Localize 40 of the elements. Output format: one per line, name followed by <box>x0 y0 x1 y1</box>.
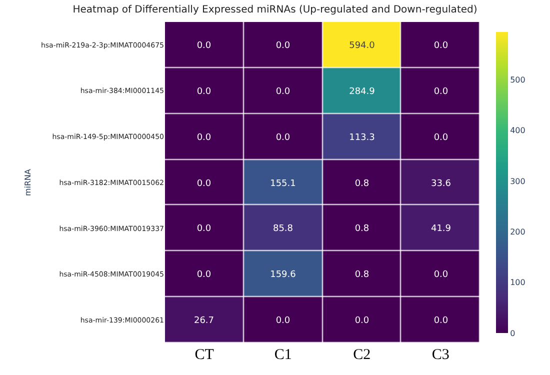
data-label: 0.0 <box>434 270 448 280</box>
data-label: 155.1 <box>270 179 296 190</box>
data-label: 0.0 <box>354 316 370 326</box>
data-label: 159.6 <box>270 270 296 280</box>
data-label: 0.0 <box>276 316 290 326</box>
data-label: 0.0 <box>434 41 448 52</box>
x-tick-label: C1 <box>274 347 292 363</box>
color-bar-label: 300 <box>510 176 526 186</box>
data-label: 0.0 <box>434 87 448 98</box>
data-label: 0.0 <box>276 87 290 98</box>
data-label: 0.8 <box>354 179 370 190</box>
data-label: 0.0 <box>276 133 290 144</box>
data-label: 41.9 <box>430 224 452 234</box>
color-bar-label: 0 <box>510 328 516 338</box>
data-label: 0.0 <box>196 270 212 280</box>
data-label: 0.8 <box>354 270 370 280</box>
data-label: 113.3 <box>349 133 375 144</box>
data-label: 85.8 <box>272 224 294 234</box>
data-label: 26.7 <box>194 316 214 326</box>
x-tick-label: CT <box>194 347 214 363</box>
data-label: 0.8 <box>354 224 370 234</box>
color-bar-label: 100 <box>510 278 526 288</box>
y-axis-title: miRNA <box>24 168 33 196</box>
x-tick-label: C3 <box>432 347 450 363</box>
data-label: 0.0 <box>196 179 212 190</box>
color-bar-label: 400 <box>510 126 526 136</box>
data-label: 0.0 <box>276 41 290 52</box>
color-bar-label: 200 <box>510 227 526 236</box>
color-bar-label: 500 <box>510 75 526 84</box>
data-label: 0.0 <box>196 224 212 234</box>
data-label: 284.9 <box>349 87 376 98</box>
data-label: 0.0 <box>196 87 212 98</box>
data-label: 33.6 <box>430 179 452 190</box>
data-label: 0.0 <box>434 133 448 144</box>
data-label: 0.0 <box>196 133 212 144</box>
data-label: 0.0 <box>196 41 212 52</box>
data-label: 0.0 <box>434 316 448 326</box>
chart-title: Heatmap of Differentially Expressed miRNAs (Up-regulated and Down-regulated) <box>72 4 478 16</box>
x-tick-label: C2 <box>353 347 371 363</box>
data-label: 594.0 <box>349 41 376 52</box>
